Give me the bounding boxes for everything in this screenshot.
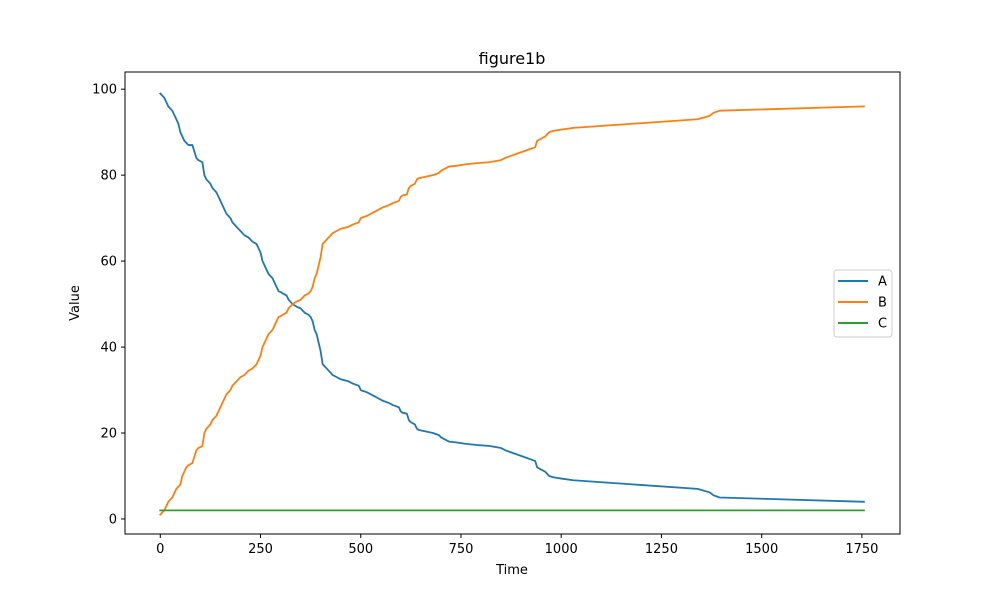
x-tick-label: 500 (348, 542, 373, 557)
legend-box (833, 269, 893, 338)
x-tick-label: 1500 (745, 542, 778, 557)
legend: ABC (833, 269, 893, 338)
x-tick-label: 250 (248, 542, 273, 557)
x-tick-label: 1750 (845, 542, 878, 557)
plot-frame (124, 71, 901, 535)
x-tick-label: 0 (156, 542, 164, 557)
series-line-b (159, 105, 865, 516)
y-tick-label: 80 (100, 169, 117, 184)
x-tick-label: 1000 (545, 542, 578, 557)
y-tick-label: 100 (92, 83, 117, 98)
y-tick-label: 40 (100, 341, 117, 356)
y-tick-label: 0 (109, 512, 117, 527)
x-axis-label: Time (495, 563, 528, 578)
plot-area-background (125, 72, 900, 534)
x-axis: 0 250 500 750 1000 1250 1500 1750 (156, 534, 878, 557)
legend-label-c: C (878, 317, 887, 332)
legend-label-b: B (878, 296, 887, 311)
y-tick-label: 60 (100, 255, 117, 270)
y-axis-label: Value (68, 285, 83, 321)
chart-title: figure1b (479, 49, 546, 68)
x-tick-label: 750 (449, 542, 474, 557)
x-tick-label: 1250 (645, 542, 678, 557)
series-layer (159, 92, 865, 516)
y-axis: 0 20 40 60 80 100 (92, 83, 125, 527)
y-tick-label: 20 (100, 427, 117, 442)
legend-label-a: A (878, 275, 887, 290)
series-line-a (159, 92, 865, 503)
